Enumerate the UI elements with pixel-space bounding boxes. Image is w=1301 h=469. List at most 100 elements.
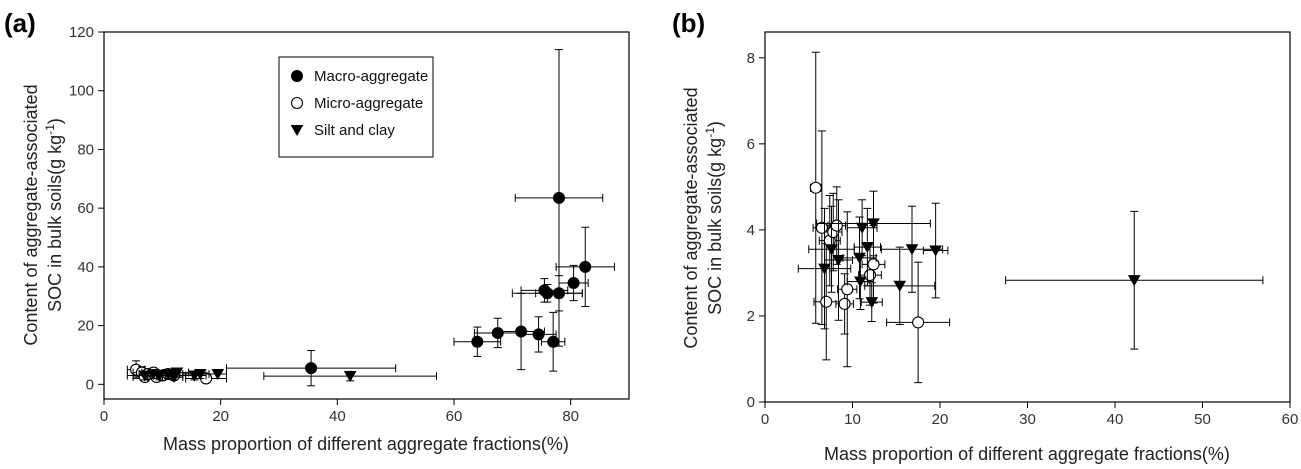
silt-and-clay-marker xyxy=(929,245,942,257)
panel-a-label: (a) xyxy=(4,8,36,38)
silt-and-clay-marker xyxy=(343,371,357,383)
panel-a-chart: (a) 0 20 40 60 80 0 20 40 60 80 100 120 Mass propo… xyxy=(4,8,630,454)
panel-a-y-ticks: 0 20 40 60 80 100 120 xyxy=(69,24,104,393)
panel-a-y-axis-label-line1: Content of aggregate-associated xyxy=(21,84,41,345)
macro-aggregate-point xyxy=(226,350,397,387)
macro-aggregate-marker xyxy=(471,335,484,348)
micro-aggregate-point xyxy=(886,261,951,384)
micro-aggregate-point xyxy=(837,211,858,368)
panel-a-legend: Macro-aggregate Micro-aggregate Silt and c… xyxy=(278,56,434,158)
panel-a-y-axis-label-line2: SOC in bulk soils(g kg-1) xyxy=(43,118,65,312)
panel-a-x-axis-label: Mass proportion of different aggregate f… xyxy=(163,434,569,454)
y-tick-label: 2 xyxy=(747,308,755,325)
legend-silt-and-clay-marker xyxy=(290,124,304,137)
y-tick-label: 100 xyxy=(69,83,94,100)
x-tick-label: 20 xyxy=(212,408,229,425)
x-tick-label: 40 xyxy=(329,408,346,425)
silt-and-clay-marker xyxy=(825,244,838,256)
silt-and-clay-point xyxy=(864,246,936,326)
macro-aggregate-point xyxy=(520,316,557,353)
silt-and-clay-marker xyxy=(211,368,225,381)
macro-aggregate-point xyxy=(555,226,615,308)
silt-and-clay-point xyxy=(846,199,878,257)
y-tick-label: 6 xyxy=(747,136,755,153)
x-tick-label: 40 xyxy=(1107,411,1124,428)
y-tick-label: 40 xyxy=(77,259,94,276)
micro-aggregate-marker xyxy=(830,219,843,232)
x-tick-label: 60 xyxy=(446,408,463,425)
x-tick-label: 80 xyxy=(562,408,579,425)
y-tick-label: 20 xyxy=(77,318,94,335)
x-tick-label: 0 xyxy=(100,408,108,425)
panel-b-x-ticks: 0 10 20 30 40 50 60 xyxy=(761,402,1299,428)
silt-and-clay-marker xyxy=(170,367,184,379)
y-tick-label: 60 xyxy=(77,200,94,217)
panel-a-x-ticks: 0 20 40 60 80 xyxy=(100,399,579,425)
macro-aggregate-marker xyxy=(567,277,580,290)
panel-b-y-axis-label-suffix: ) xyxy=(705,121,725,127)
macro-aggregate-point xyxy=(453,326,502,357)
panel-b-y-axis-label-line1: Content of aggregate-associated xyxy=(681,87,701,348)
panel-b-y-axis-label-sup: -1 xyxy=(703,127,717,138)
silt-and-clay-marker xyxy=(861,242,874,254)
silt-and-clay-point xyxy=(846,253,874,310)
y-tick-label: 120 xyxy=(69,24,94,41)
silt-and-clay-point xyxy=(263,370,437,383)
macro-aggregate-marker xyxy=(553,287,565,300)
macro-aggregate-marker xyxy=(547,335,560,348)
macro-aggregate-marker xyxy=(532,328,545,341)
silt-and-clay-marker xyxy=(832,254,845,267)
silt-and-clay-point xyxy=(853,207,881,287)
silt-and-clay-point xyxy=(816,190,931,257)
legend-macro-aggregate-label: Macro-aggregate xyxy=(314,68,428,85)
y-tick-label: 8 xyxy=(747,50,755,67)
panel-a-y-axis-label-sup: -1 xyxy=(43,124,57,135)
silt-and-clay-point xyxy=(164,367,190,379)
micro-aggregate-marker xyxy=(838,297,851,310)
macro-aggregate-marker xyxy=(305,362,318,375)
legend-silt-and-clay-label: Silt and clay xyxy=(314,122,395,139)
macro-aggregate-point xyxy=(558,264,589,302)
micro-aggregate-marker xyxy=(912,316,925,329)
silt-and-clay-point xyxy=(922,202,949,299)
y-tick-label: 80 xyxy=(77,141,94,158)
silt-and-clay-marker xyxy=(905,244,919,256)
x-tick-label: 0 xyxy=(761,411,769,428)
y-tick-label: 4 xyxy=(747,222,755,239)
panel-b-x-axis-label: Mass proportion of different aggregate f… xyxy=(824,444,1230,464)
silt-and-clay-point xyxy=(797,207,852,330)
panel-b-y-axis-label-prefix: SOC in bulk soils(g kg xyxy=(705,138,725,315)
legend-micro-aggregate-marker xyxy=(290,96,304,110)
panel-b-y-ticks: 0 2 4 6 8 xyxy=(747,50,765,411)
silt-and-clay-point xyxy=(808,205,855,293)
x-tick-label: 60 xyxy=(1282,411,1299,428)
panel-a-y-axis-label-suffix: ) xyxy=(45,118,65,124)
silt-and-clay-marker xyxy=(865,297,879,309)
macro-aggregate-marker xyxy=(579,260,592,273)
silt-and-clay-point xyxy=(1005,210,1264,350)
panel-a-plot-frame xyxy=(103,31,630,400)
x-tick-label: 10 xyxy=(844,411,861,428)
panel-a-y-axis-label-prefix: SOC in bulk soils(g kg xyxy=(45,135,65,312)
silt-and-clay-marker xyxy=(1127,275,1141,287)
panel-b-label: (b) xyxy=(672,8,705,38)
y-tick-label: 0 xyxy=(747,394,755,411)
panel-b-chart: (b) 0 10 20 30 40 50 60 0 2 4 6 8 Mass proportion … xyxy=(672,8,1298,464)
legend-micro-aggregate-label: Micro-aggregate xyxy=(314,95,423,112)
panel-b-plot-frame xyxy=(764,31,1291,403)
silt-and-clay-marker xyxy=(193,368,207,381)
macro-aggregate-marker xyxy=(553,191,565,204)
micro-aggregate-point xyxy=(827,186,846,265)
silt-and-clay-point xyxy=(208,368,227,381)
micro-aggregate-point xyxy=(813,243,839,361)
silt-and-clay-marker xyxy=(893,280,907,292)
x-tick-label: 30 xyxy=(1019,411,1036,428)
micro-aggregate-point xyxy=(809,51,822,324)
micro-aggregate-marker xyxy=(867,258,880,271)
micro-aggregate-marker xyxy=(820,295,833,308)
panel-a-data xyxy=(126,49,615,387)
silt-and-clay-marker xyxy=(854,276,867,288)
micro-aggregate-marker xyxy=(809,181,822,194)
panel-b-data xyxy=(797,51,1264,384)
